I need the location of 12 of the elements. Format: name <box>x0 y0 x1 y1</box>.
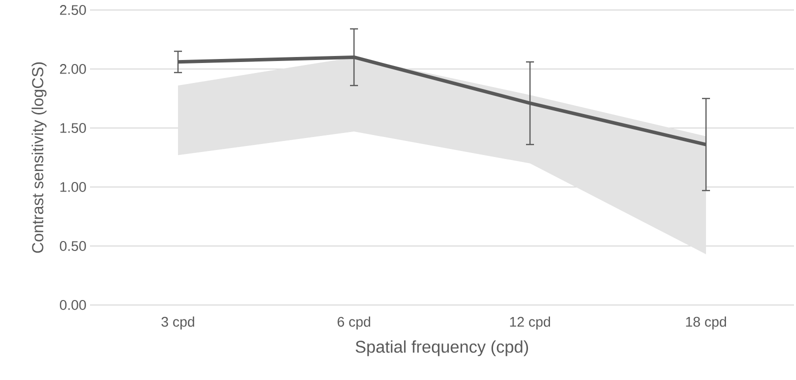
y-tick-label: 1.00 <box>60 182 86 192</box>
y-tick-label: 1.50 <box>60 123 86 133</box>
y-tick-label: 2.50 <box>60 5 86 15</box>
x-tick-label: 6 cpd <box>338 316 370 330</box>
x-axis-title: Spatial frequency (cpd) <box>356 340 528 356</box>
x-tick-label: 18 cpd <box>686 316 726 330</box>
y-tick-label: 0.00 <box>60 300 86 310</box>
x-tick-label: 12 cpd <box>510 316 550 330</box>
y-tick-label: 0.50 <box>60 241 86 251</box>
x-tick-label: 3 cpd <box>161 316 194 330</box>
y-axis-title: Contrast sensitivity (logCS) <box>32 62 46 253</box>
y-tick-label: 2.00 <box>60 64 86 74</box>
